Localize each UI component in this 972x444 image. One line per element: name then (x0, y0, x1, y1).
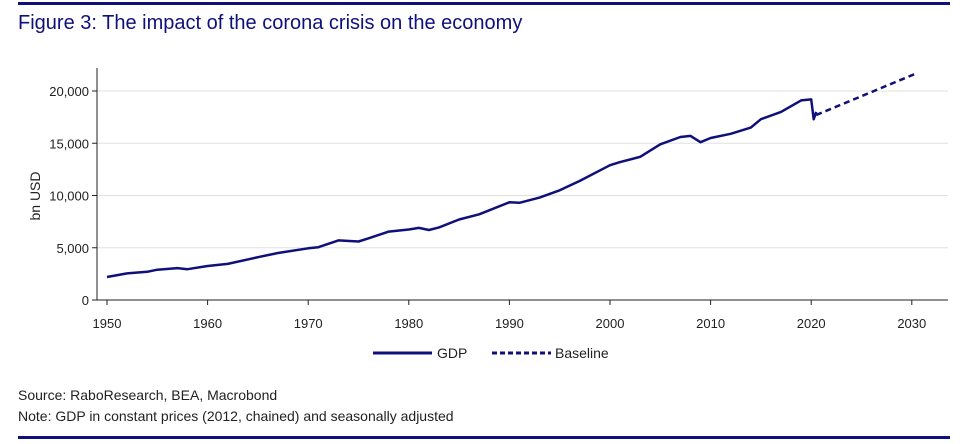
y-tick-label: 20,000 (49, 84, 89, 99)
y-tick-label: 0 (82, 293, 89, 308)
top-rule (18, 2, 950, 5)
x-tick-label: 2030 (897, 316, 926, 331)
series-line-gdp (106, 98, 818, 279)
y-tick-label: 10,000 (49, 189, 89, 204)
figure-title: Figure 3: The impact of the corona crisi… (18, 12, 523, 34)
series-line-baseline (815, 72, 918, 117)
footnote: Note: GDP in constant prices (2012, chai… (18, 408, 454, 424)
x-tick-label: 1950 (93, 316, 122, 331)
y-axis-label: bn USD (27, 171, 43, 220)
legend-baseline-label: Baseline (555, 345, 609, 361)
x-tick-label: 2000 (596, 316, 625, 331)
y-tick-label: 15,000 (49, 136, 89, 151)
x-tick-label: 1990 (495, 316, 524, 331)
y-tick-label: 5,000 (56, 241, 89, 256)
bottom-rule (18, 436, 950, 439)
legend-gdp-label: GDP (437, 345, 467, 361)
x-tick-label: 2020 (797, 316, 826, 331)
source-note: Source: RaboResearch, BEA, Macrobond (18, 387, 278, 403)
legend: GDP Baseline (373, 345, 609, 361)
x-tick-label: 1970 (294, 316, 323, 331)
x-tick-label: 2010 (696, 316, 725, 331)
x-tick-label: 1960 (193, 316, 222, 331)
x-tick-label: 1980 (394, 316, 423, 331)
